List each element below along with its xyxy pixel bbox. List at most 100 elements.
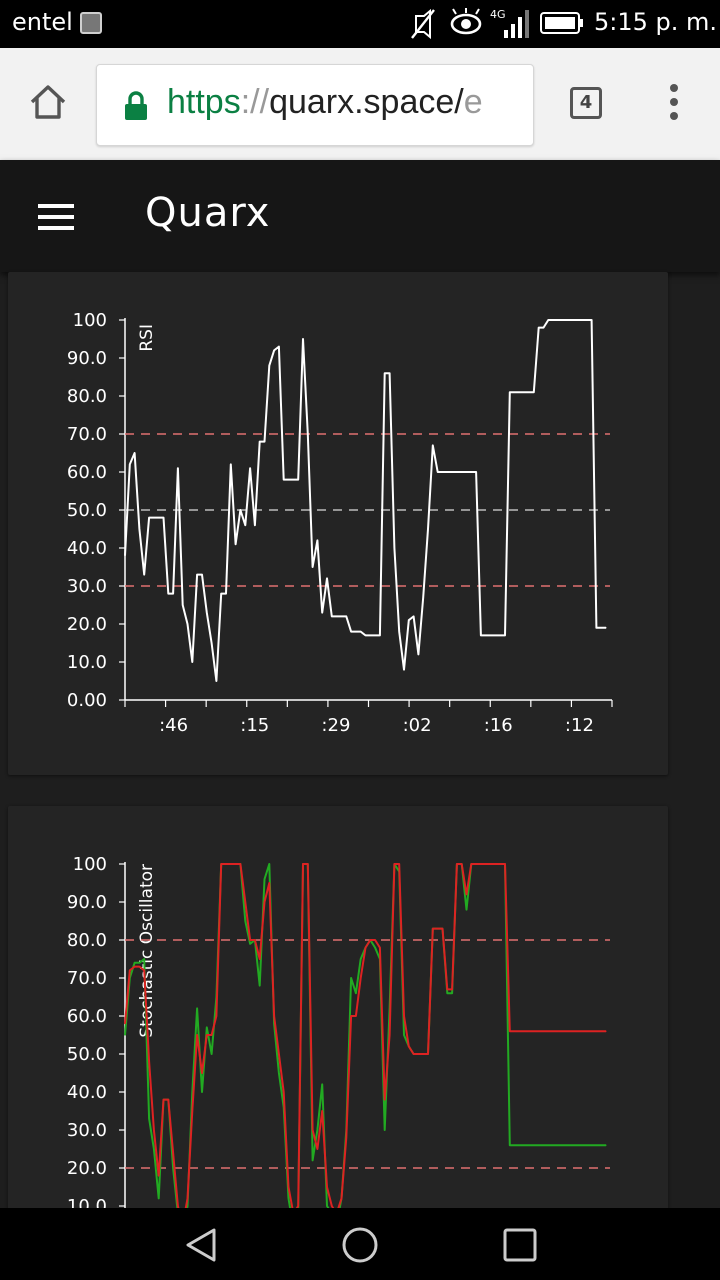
data-point <box>345 1137 347 1139</box>
data-point <box>364 634 367 636</box>
data-point <box>244 524 246 526</box>
data-point <box>360 958 362 960</box>
more-vert-icon[interactable] <box>668 82 680 122</box>
data-point <box>509 391 511 393</box>
data-point <box>422 1053 424 1055</box>
data-point <box>312 1129 314 1131</box>
data-point <box>369 939 371 941</box>
data-point <box>340 1197 343 1199</box>
data-point <box>552 319 554 321</box>
data-point <box>518 1030 520 1032</box>
url-host: quarx.space/ <box>269 83 464 121</box>
data-point <box>538 1030 540 1032</box>
data-point <box>143 574 145 576</box>
data-point <box>480 863 482 865</box>
data-point <box>465 909 468 911</box>
data-point <box>576 1030 578 1032</box>
data-point <box>422 596 424 598</box>
data-point <box>538 327 540 329</box>
data-point <box>591 319 593 321</box>
data-point <box>249 939 251 941</box>
y-tick-label: 80.0 <box>67 930 107 951</box>
data-point <box>336 615 338 617</box>
data-point <box>408 619 410 621</box>
data-point <box>278 1072 280 1074</box>
data-point <box>350 1015 352 1017</box>
data-point <box>605 1144 607 1146</box>
data-point <box>211 1053 213 1055</box>
y-tick-label: 40.0 <box>67 538 107 559</box>
home-circle-icon[interactable] <box>341 1226 379 1264</box>
y-tick-label: 60.0 <box>67 1006 107 1027</box>
data-point <box>186 1197 189 1199</box>
data-point <box>600 1030 602 1032</box>
data-point <box>393 863 395 865</box>
data-point <box>148 517 150 519</box>
menu-icon[interactable] <box>38 204 74 230</box>
data-point <box>379 634 381 636</box>
data-point <box>528 391 530 393</box>
data-point <box>278 1053 280 1055</box>
data-point <box>316 539 318 541</box>
recents-icon[interactable] <box>501 1226 539 1264</box>
data-point <box>514 1030 516 1032</box>
data-point <box>552 1030 554 1032</box>
data-point <box>470 471 472 473</box>
data-point <box>542 1144 545 1146</box>
data-point <box>557 1144 559 1146</box>
data-point <box>451 992 453 994</box>
data-point <box>196 1007 198 1009</box>
data-point <box>586 1144 588 1146</box>
data-point <box>499 863 501 865</box>
data-point <box>446 992 448 994</box>
data-point <box>268 882 270 884</box>
data-point <box>211 1034 213 1036</box>
data-point <box>591 1030 593 1032</box>
status-bar: entel 4G 5:15 p. m. <box>0 0 720 48</box>
back-icon[interactable] <box>182 1226 220 1264</box>
data-point <box>504 863 506 865</box>
data-point <box>451 988 453 990</box>
x-tick-label: :15 <box>240 715 269 736</box>
data-point <box>427 1053 429 1055</box>
tab-switcher-button[interactable]: 4 <box>570 87 602 119</box>
data-point <box>206 1034 208 1036</box>
data-point <box>533 1144 535 1146</box>
url-overflow: e <box>463 83 483 121</box>
data-point <box>129 463 131 465</box>
data-point <box>518 391 520 393</box>
data-point <box>403 669 405 671</box>
x-tick-label: :12 <box>565 715 594 736</box>
y-tick-label: 30.0 <box>67 576 107 597</box>
data-point <box>172 1152 174 1154</box>
data-point <box>417 653 419 655</box>
data-point <box>408 1045 410 1047</box>
data-point <box>374 947 376 949</box>
url-bar[interactable]: https://quarx.space/e <box>96 64 534 146</box>
home-icon[interactable] <box>28 82 68 122</box>
data-point <box>403 1015 405 1017</box>
data-point <box>331 615 333 617</box>
data-point <box>509 1144 511 1146</box>
data-point <box>456 863 458 865</box>
data-point <box>350 631 352 633</box>
data-point <box>586 1030 588 1032</box>
y-tick-label: 40.0 <box>67 1082 107 1103</box>
data-point <box>494 863 496 865</box>
data-point <box>307 433 309 435</box>
data-point <box>523 1144 525 1146</box>
data-point <box>143 969 145 971</box>
data-point <box>576 1144 578 1146</box>
series-line-0 <box>124 319 606 682</box>
eye-icon <box>450 8 482 35</box>
x-tick-label: :02 <box>403 715 432 736</box>
data-point <box>158 517 160 519</box>
url-scheme: https <box>167 83 241 121</box>
data-point <box>432 928 434 930</box>
data-point <box>518 1144 520 1146</box>
data-point <box>316 1148 318 1150</box>
data-point <box>162 1099 165 1101</box>
data-point <box>600 627 602 629</box>
data-point <box>576 319 578 321</box>
data-point <box>230 863 232 865</box>
